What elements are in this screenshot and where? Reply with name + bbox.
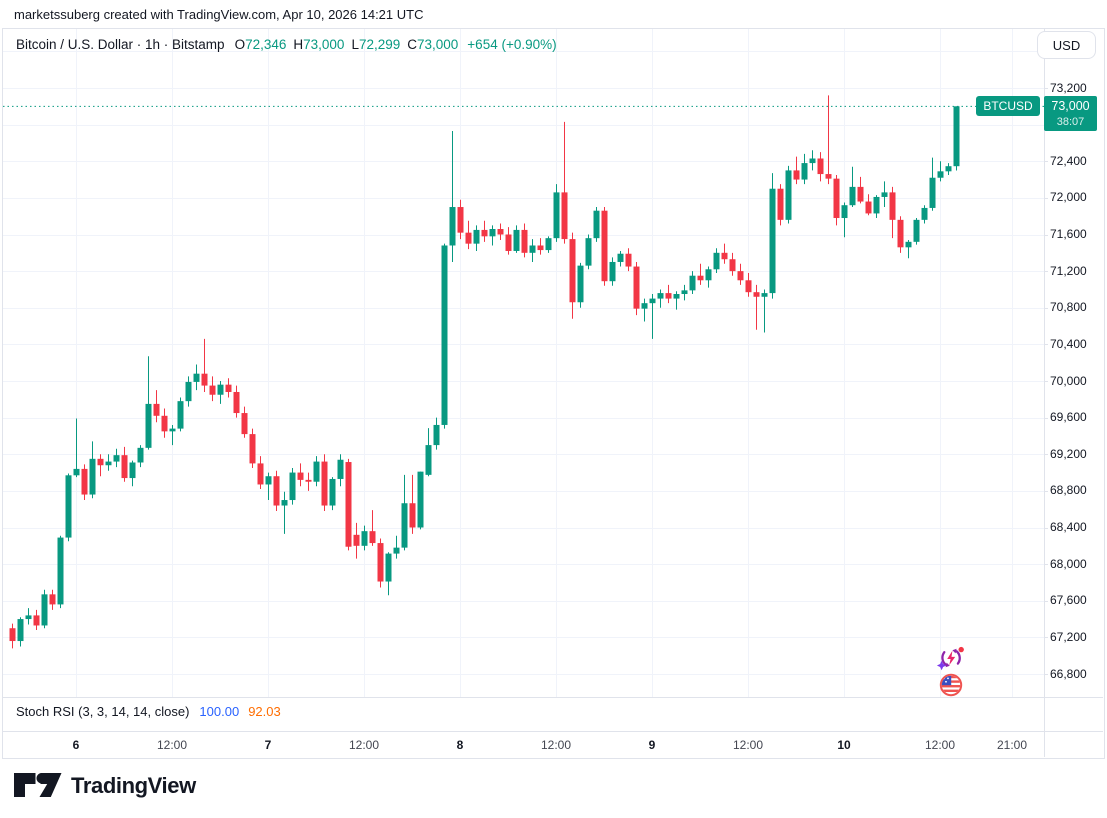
time-tick-label: 12:00 — [156, 738, 188, 752]
currency-toggle-button[interactable]: USD — [1037, 31, 1096, 59]
price-tick-mark — [1044, 674, 1048, 675]
time-tick-label: 21:00 — [996, 738, 1028, 752]
time-axis-separator — [3, 731, 1103, 732]
time-tick-label: 6 — [72, 738, 80, 752]
current-price-label: 73,000 38:07 — [1044, 96, 1097, 131]
price-tick-mark — [1044, 454, 1048, 455]
price-tick-label: 68,800 — [1050, 483, 1087, 498]
tradingview-logo[interactable]: TradingView — [14, 772, 196, 799]
pane-separator[interactable] — [3, 697, 1103, 698]
price-tick-mark — [1044, 344, 1048, 345]
tradingview-logo-mark — [14, 773, 62, 797]
candlestick-chart[interactable] — [3, 29, 1044, 697]
ohlc-values: O72,346 H73,000 L72,299 C73,000 — [235, 37, 466, 52]
price-tick-label: 71,200 — [1050, 263, 1087, 278]
current-price-value: 73,000 — [1051, 99, 1090, 113]
bar-countdown: 38:07 — [1056, 116, 1085, 128]
symbol-legend: Bitcoin / U.S. Dollar · 1h · Bitstamp O7… — [16, 37, 557, 52]
ai-event-icon[interactable] — [936, 646, 964, 671]
indicator-legend: Stoch RSI (3, 3, 14, 14, close) 100.00 9… — [16, 704, 281, 719]
price-tick-label: 69,200 — [1050, 446, 1087, 461]
price-tick-label: 70,400 — [1050, 336, 1087, 351]
price-tick-mark — [1044, 637, 1048, 638]
time-tick-label: 12:00 — [924, 738, 956, 752]
price-tick-mark — [1044, 381, 1048, 382]
time-tick-label: 8 — [456, 738, 464, 752]
price-tick-label: 68,400 — [1050, 520, 1087, 534]
price-tick-label: 70,800 — [1050, 300, 1087, 315]
price-tick-mark — [1044, 564, 1048, 565]
ohlc-item: O72,346 — [234, 37, 287, 52]
price-tick-label: 73,200 — [1050, 80, 1087, 95]
us-flag-event-icon[interactable] — [939, 673, 963, 697]
price-tick-mark — [1044, 235, 1048, 236]
tradingview-logo-text: TradingView — [71, 772, 196, 798]
price-tick-label: 66,800 — [1050, 666, 1087, 681]
price-tick-label: 71,600 — [1050, 227, 1087, 241]
price-tick-mark — [1044, 88, 1048, 89]
symbol-price-tag: BTCUSD — [976, 96, 1040, 116]
time-tick-label: 12:00 — [348, 738, 380, 752]
price-tick-mark — [1044, 601, 1048, 602]
attribution-text: marketssuberg created with TradingView.c… — [14, 7, 424, 22]
price-tick-label: 72,000 — [1050, 190, 1087, 205]
grid-lines — [3, 29, 1044, 697]
candles — [9, 95, 960, 649]
time-tick-label: 10 — [837, 738, 851, 752]
price-tick-mark — [1044, 491, 1048, 492]
stoch-rsi-k-value: 100.00 — [199, 704, 240, 719]
price-tick-label: 69,600 — [1050, 410, 1087, 425]
price-tick-label: 68,000 — [1050, 556, 1087, 571]
price-tick-label: 67,600 — [1050, 593, 1087, 608]
price-tick-mark — [1044, 528, 1048, 529]
ohlc-item: L72,299 — [351, 37, 401, 52]
stoch-rsi-label[interactable]: Stoch RSI (3, 3, 14, 14, close) — [16, 704, 190, 719]
time-tick-label: 12:00 — [540, 738, 572, 752]
ohlc-item: H73,000 — [293, 37, 345, 52]
event-markers — [936, 646, 964, 697]
time-tick-label: 9 — [648, 738, 656, 752]
price-tick-mark — [1044, 198, 1048, 199]
price-tick-label: 72,400 — [1050, 153, 1087, 168]
price-tick-label: 70,000 — [1050, 373, 1087, 388]
change-value: +654 (+0.90%) — [467, 37, 557, 52]
stoch-rsi-d-value: 92.03 — [248, 704, 281, 719]
ohlc-item: C73,000 — [407, 37, 459, 52]
price-axis-separator — [1044, 29, 1045, 757]
price-tick-mark — [1044, 418, 1048, 419]
price-tick-mark — [1044, 161, 1048, 162]
time-tick-label: 7 — [264, 738, 272, 752]
price-tick-mark — [1044, 271, 1048, 272]
price-tick-mark — [1044, 308, 1048, 309]
price-tick-label: 67,200 — [1050, 629, 1087, 644]
symbol-title[interactable]: Bitcoin / U.S. Dollar · 1h · Bitstamp — [16, 37, 225, 52]
time-tick-label: 12:00 — [732, 738, 764, 752]
